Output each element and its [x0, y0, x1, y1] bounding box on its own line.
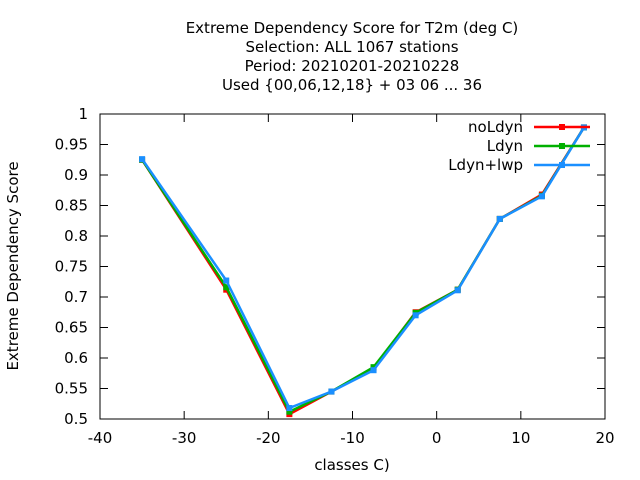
x-tick-label: -20	[256, 429, 281, 447]
x-tick-label: 20	[595, 429, 614, 447]
y-tick-label: 0.7	[64, 288, 88, 306]
data-point	[370, 364, 377, 371]
legend-label: Ldyn	[487, 137, 523, 155]
title-line-4: Used {00,06,12,18} + 03 06 ... 36	[222, 76, 482, 94]
y-tick-label: 0.95	[55, 136, 88, 154]
data-point	[139, 156, 146, 163]
x-axis-ticks: -40 -30 -20 -10 0 10 20	[88, 114, 615, 447]
data-point	[286, 405, 293, 412]
plot-frame	[99, 113, 606, 420]
data-point	[454, 287, 461, 294]
legend-marker	[559, 143, 565, 149]
data-point	[496, 215, 503, 222]
x-axis-label: classes C)	[314, 456, 389, 474]
y-tick-label: 0.6	[64, 349, 88, 367]
legend-item: Ldyn	[487, 137, 590, 155]
x-tick-label: 0	[432, 429, 442, 447]
data-point	[538, 193, 545, 200]
y-tick-label: 0.8	[64, 227, 88, 245]
y-axis-ticks: 0.5 0.55 0.6 0.65 0.7 0.75 0.8 0.85 0.9 0.95 1	[55, 105, 605, 428]
data-point	[223, 277, 230, 284]
title-line-2: Selection: ALL 1067 stations	[245, 38, 458, 56]
legend-marker	[559, 162, 565, 168]
y-tick-label: 0.55	[55, 380, 88, 398]
y-tick-label: 1	[78, 105, 88, 123]
title-line-3: Period: 20210201-20210228	[245, 57, 460, 75]
data-point	[412, 312, 419, 319]
y-tick-label: 0.9	[64, 166, 88, 184]
y-tick-label: 0.75	[55, 258, 88, 276]
series-layer	[139, 124, 587, 418]
data-point	[370, 367, 377, 374]
chart-title: Extreme Dependency Score for T2m (deg C)…	[186, 19, 519, 94]
legend-item: noLdyn	[468, 118, 590, 136]
y-tick-label: 0.65	[55, 319, 88, 337]
y-tick-label: 0.85	[55, 197, 88, 215]
x-tick-label: 10	[511, 429, 530, 447]
y-tick-label: 0.5	[64, 410, 88, 428]
legend-label: Ldyn+lwp	[448, 156, 523, 174]
data-point	[223, 284, 230, 291]
title-line-1: Extreme Dependency Score for T2m (deg C)	[186, 19, 519, 37]
data-point	[328, 388, 335, 395]
x-tick-label: -30	[172, 429, 197, 447]
legend-item: Ldyn+lwp	[448, 156, 590, 174]
series-line	[141, 126, 586, 410]
x-tick-label: -40	[88, 429, 113, 447]
series-ldyn-lwp	[139, 124, 587, 412]
data-point	[286, 408, 293, 415]
y-axis-label: Extreme Dependency Score	[4, 161, 22, 370]
legend-marker	[559, 124, 565, 130]
legend-label: noLdyn	[468, 118, 523, 136]
x-tick-label: -10	[340, 429, 365, 447]
